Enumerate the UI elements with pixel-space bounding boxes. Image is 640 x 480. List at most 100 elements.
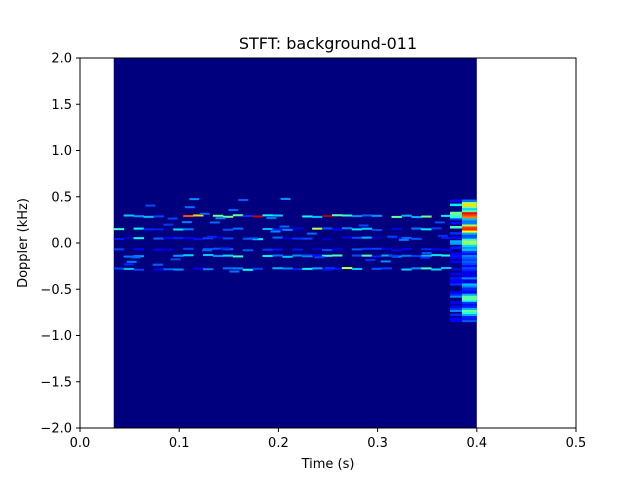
spectrogram-cell bbox=[113, 238, 125, 241]
spectrogram-cell bbox=[461, 307, 477, 310]
spectrogram-cell bbox=[181, 221, 192, 224]
spectrogram-cell bbox=[461, 276, 477, 280]
spectrogram-cell bbox=[431, 254, 442, 257]
spectrogram-cell bbox=[232, 227, 244, 230]
spectrogram-cell bbox=[322, 227, 333, 230]
spectrogram-cell bbox=[222, 228, 234, 231]
spectrogram-cell bbox=[461, 297, 477, 300]
spectrogram-cell bbox=[173, 237, 184, 240]
spectrogram-cell bbox=[153, 228, 164, 231]
spectrogram-cell bbox=[322, 249, 333, 252]
spectrogram-cell bbox=[252, 215, 264, 218]
x-axis-label: Time (s) bbox=[301, 457, 355, 472]
spectrogram-cell bbox=[450, 291, 462, 294]
y-axis-label: Doppler (kHz) bbox=[16, 198, 31, 288]
spectrogram-cell bbox=[123, 267, 135, 270]
spectrogram-cell bbox=[401, 236, 412, 239]
spectrogram-cell bbox=[123, 237, 135, 240]
spectrogram-cell bbox=[143, 215, 154, 218]
spectrogram-cell bbox=[203, 248, 214, 251]
spectrogram-band bbox=[113, 247, 462, 252]
spectrogram-cell bbox=[301, 254, 312, 257]
spectrogram-cell bbox=[242, 268, 254, 271]
spectrogram-cell bbox=[292, 227, 303, 230]
spectrogram-cell bbox=[351, 215, 363, 218]
spectrogram-cell bbox=[461, 217, 477, 221]
spectrogram-cell bbox=[461, 211, 477, 215]
spectrogram-cell bbox=[272, 248, 283, 251]
spectrogram-cell bbox=[461, 199, 477, 203]
spectrogram-cell bbox=[123, 255, 135, 258]
spectrogram-cell bbox=[163, 237, 174, 240]
spectrogram-cell bbox=[341, 214, 353, 217]
spectrogram-cell bbox=[331, 248, 343, 251]
spectrogram-cell bbox=[411, 227, 422, 230]
spectrogram-cell bbox=[461, 252, 477, 255]
spectrogram-cell bbox=[421, 254, 432, 257]
spectrogram-cell bbox=[391, 215, 402, 218]
spectrogram-cell bbox=[461, 317, 477, 321]
spectrogram-cell bbox=[163, 248, 174, 251]
spectrogram-cell bbox=[461, 313, 477, 317]
spectrogram-cell bbox=[280, 197, 291, 200]
spectrogram-cell bbox=[272, 254, 283, 257]
spectrogram-cell bbox=[173, 228, 184, 231]
spectrogram-cell bbox=[450, 278, 462, 282]
spectrogram-cell bbox=[421, 267, 432, 270]
spectrogram-cell bbox=[461, 256, 477, 260]
spectrogram-cell bbox=[450, 313, 462, 317]
spectrogram-cell bbox=[461, 250, 477, 253]
spectrogram-cell bbox=[461, 215, 477, 219]
spectrogram-cell bbox=[306, 232, 317, 235]
y-tick-label: −0.5 bbox=[40, 283, 72, 298]
spectrogram-cell bbox=[133, 255, 144, 258]
spectrogram-cell bbox=[153, 268, 164, 271]
spectrogram-cell bbox=[450, 242, 462, 245]
x-tick-label: 0.3 bbox=[367, 436, 388, 451]
spectrogram-cell bbox=[361, 254, 373, 257]
spectrogram-cell bbox=[215, 217, 226, 220]
spectrogram-cell bbox=[153, 237, 164, 240]
spectrogram-cell bbox=[238, 199, 249, 202]
spectrogram-cell bbox=[450, 236, 462, 239]
spectrogram-cell bbox=[381, 247, 392, 250]
spectrogram-cell bbox=[421, 252, 432, 255]
spectrogram-cell bbox=[461, 244, 477, 247]
spectrogram-cell bbox=[450, 213, 462, 217]
spectrogram-cell bbox=[212, 214, 224, 217]
spectrogram-cell bbox=[461, 284, 477, 288]
x-axis: 0.0 0.1 0.2 0.3 0.4 0.5 bbox=[70, 428, 587, 451]
spectrogram-cell bbox=[203, 237, 214, 240]
spectrogram-cell bbox=[143, 228, 154, 231]
spectrogram-cell bbox=[133, 268, 144, 271]
y-tick-label: 1.5 bbox=[51, 98, 72, 113]
spectrogram-cell bbox=[322, 238, 333, 241]
x-tick-label: 0.5 bbox=[566, 436, 587, 451]
spectrogram-cell bbox=[130, 256, 141, 259]
spectrogram-cell bbox=[450, 260, 462, 264]
spectrogram-band bbox=[113, 236, 462, 241]
spectrogram-cell bbox=[461, 262, 477, 266]
spectrogram-cell bbox=[411, 237, 422, 240]
spectrogram-cell bbox=[381, 254, 392, 257]
spectrogram-cell bbox=[292, 248, 303, 251]
spectrogram-cell bbox=[242, 237, 254, 240]
y-tick-label: 0.5 bbox=[51, 190, 72, 205]
spectrogram-cell bbox=[450, 282, 462, 286]
spectrogram-cell bbox=[331, 254, 343, 257]
spectrogram-cell bbox=[461, 209, 477, 213]
spectrogram-cell bbox=[450, 293, 462, 296]
spectrogram-cell bbox=[450, 307, 462, 310]
spectrogram-cell bbox=[361, 247, 373, 250]
spectrogram-cell bbox=[461, 230, 477, 233]
spectrogram-cell bbox=[461, 258, 477, 262]
spectrogram-cell bbox=[381, 267, 392, 270]
spectrogram-cell bbox=[167, 217, 178, 220]
spectrogram-cell bbox=[341, 267, 353, 270]
spectrogram-cell bbox=[431, 248, 442, 251]
spectrogram-cell bbox=[441, 236, 452, 239]
spectrogram-cell bbox=[461, 248, 477, 251]
y-tick-label: 1.0 bbox=[51, 144, 72, 159]
spectrogram-cell bbox=[228, 209, 239, 212]
spectrogram-cell bbox=[202, 249, 213, 252]
